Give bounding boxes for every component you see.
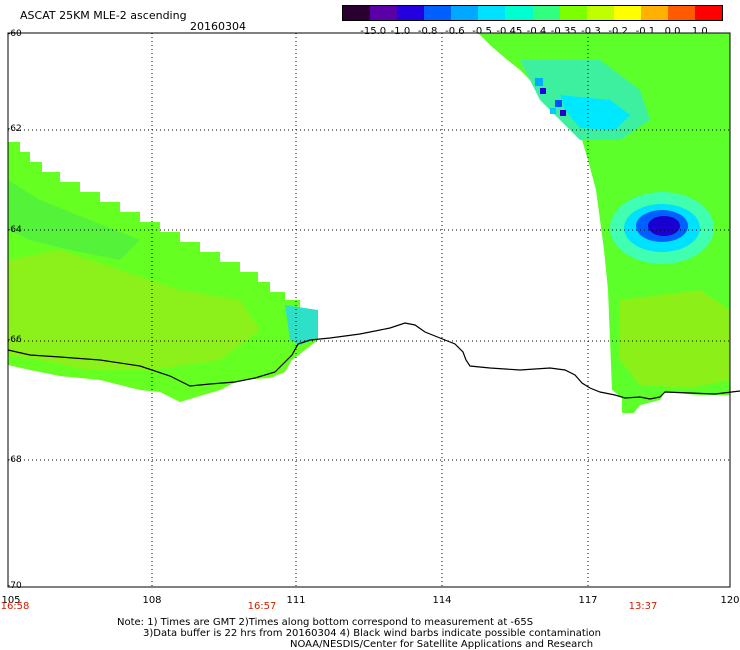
colorbar-tick-label: -0.2 [608, 26, 628, 37]
plot-frame [7, 32, 731, 588]
colorbar-segment [505, 6, 533, 20]
colorbar-tick-label: 1.0 [691, 26, 708, 37]
lon-label-117: 117 [578, 595, 598, 606]
lon-label-120: 120 [720, 595, 740, 606]
colorbar-segment [640, 6, 668, 20]
colorbar-segment [451, 6, 479, 20]
right-swath-cyan [560, 95, 630, 130]
left-swath-cyan [285, 305, 318, 345]
colorbar-tick-label: -0.3 [581, 26, 601, 37]
lat-label-70: -70 [7, 581, 22, 591]
left-swath-shade [8, 250, 260, 370]
colorbar-segment [343, 6, 371, 20]
lat-label-64: -64 [7, 225, 22, 235]
colorbar [342, 5, 723, 21]
colorbar-segment [397, 6, 425, 20]
colorbar-tick-label: -1.0 [390, 26, 411, 37]
antarctic-coastline [7, 322, 740, 400]
colorbar-segment [667, 6, 696, 20]
colorbar-tick-label: -0.45 [496, 26, 523, 37]
eddy-core [648, 216, 680, 236]
swath-pixel [560, 110, 566, 116]
colorbar-tick-label: -15.0 [360, 26, 387, 37]
lat-label-66: -66 [7, 335, 22, 345]
colorbar-tick-label: -0.8 [417, 26, 438, 37]
swath-pixel [540, 88, 546, 94]
colorbar-segment [586, 6, 614, 20]
right-swath-yellowgreen [620, 290, 730, 388]
lat-label-68: -68 [7, 455, 22, 465]
colorbar-segment [695, 6, 723, 20]
swath-pixel [550, 108, 556, 114]
colorbar-segment [370, 6, 398, 20]
lat-label-62: -62 [7, 124, 22, 134]
time-label-1: 16:58 [0, 601, 30, 612]
swath-pixel [535, 78, 543, 86]
colorbar-segment [559, 6, 587, 20]
colorbar-tick-label: -0.5 [472, 26, 492, 37]
lon-label-114: 114 [432, 595, 452, 606]
colorbar-segment [424, 6, 452, 20]
colorbar-tick-label: -0.6 [445, 26, 465, 37]
wind-swaths [8, 33, 730, 413]
note-line-3: NOAA/NESDIS/Center for Satellite Applica… [290, 639, 594, 650]
lon-label-108: 108 [142, 595, 162, 606]
time-label-3: 13:37 [628, 601, 658, 612]
colorbar-tick-label: -0.1 [635, 26, 656, 37]
product-date: 20160304 [190, 20, 246, 33]
product-title: ASCAT 25KM MLE-2 ascending [20, 9, 187, 22]
time-label-2: 16:57 [247, 601, 277, 612]
left-swath-shade-2 [8, 180, 140, 260]
lat-label-60: -60 [7, 29, 22, 39]
swath-pixel [555, 100, 562, 107]
lon-label-105: 105 [1, 595, 21, 606]
colorbar-tick-label: 0.0 [664, 26, 681, 37]
colorbar-tick-label: -0.35 [550, 26, 577, 37]
colorbar-tick-label: -0.4 [526, 26, 547, 37]
colorbar-segment [478, 6, 506, 20]
lon-label-111: 111 [286, 595, 306, 606]
colorbar-segment [613, 6, 641, 20]
colorbar-segment [532, 6, 560, 20]
note-line-2: 3)Data buffer is 22 hrs from 20160304 4)… [143, 628, 601, 639]
note-line-1: Note: 1) Times are GMT 2)Times along bot… [117, 617, 534, 628]
lat-lon-grid [8, 33, 730, 587]
